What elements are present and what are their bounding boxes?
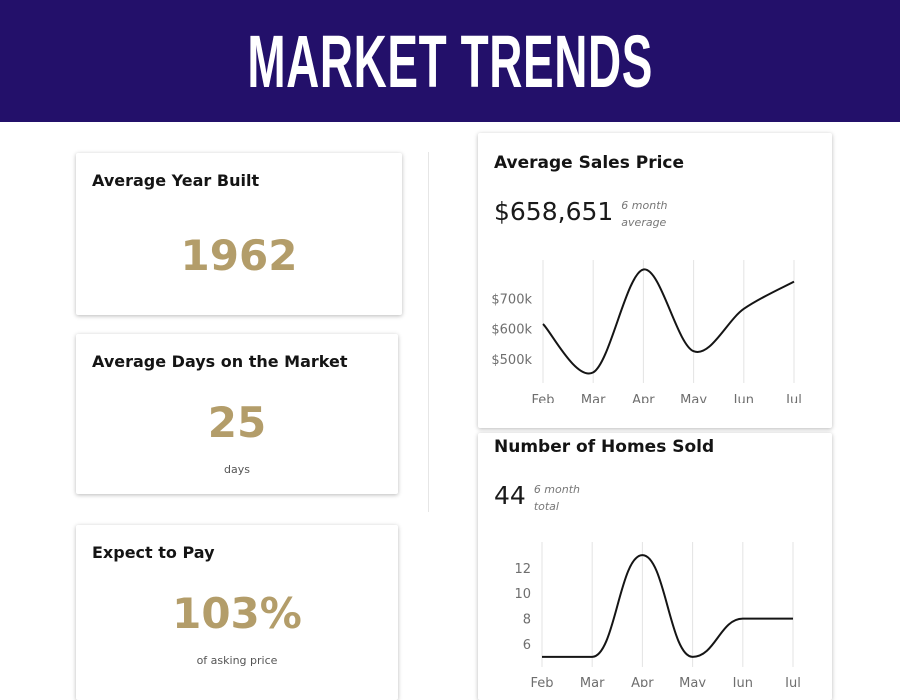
x-tick-label: Feb bbox=[531, 393, 554, 408]
homes-sold-card: Number of Homes Sold 44 6 month total 6 8… bbox=[478, 433, 832, 700]
x-tick-label: Mar bbox=[581, 393, 606, 408]
stat-value: 25 bbox=[207, 398, 267, 447]
sales-price-chart: $500k $600k $700k Feb Mar Apr May Jun Jul bbox=[491, 260, 802, 408]
x-tick-label: Feb bbox=[530, 676, 553, 691]
x-tick-label: Jun bbox=[732, 676, 753, 691]
x-tick-label: Mar bbox=[580, 676, 605, 691]
stat-card-days-on-market: Average Days on the Market 25 days bbox=[76, 334, 398, 494]
stat-title: Expect to Pay bbox=[92, 543, 215, 562]
summary-note-line-2: average bbox=[621, 216, 667, 229]
x-tick-label: Apr bbox=[631, 676, 654, 691]
x-tick-label: Apr bbox=[632, 393, 655, 408]
y-tick-label: $600k bbox=[491, 323, 532, 338]
y-tick-label: 8 bbox=[523, 613, 531, 628]
x-tick-label: May bbox=[679, 676, 706, 691]
sales-price-card: Average Sales Price $658,651 6 month ave… bbox=[478, 133, 832, 428]
y-tick-label: 12 bbox=[514, 562, 531, 577]
summary-note-line-2: total bbox=[533, 500, 559, 513]
stat-title: Average Year Built bbox=[92, 171, 260, 190]
chart-title: Number of Homes Sold bbox=[494, 437, 715, 457]
x-tick-label: Jul bbox=[784, 676, 801, 691]
y-tick-label: 10 bbox=[514, 587, 531, 602]
summary-note: 6 month average bbox=[621, 197, 667, 231]
y-tick-label: 6 bbox=[523, 638, 531, 653]
summary-value: $658,651 bbox=[494, 197, 614, 226]
x-tick-label: May bbox=[680, 393, 707, 408]
stat-value: 1962 bbox=[180, 231, 298, 280]
stat-unit: days bbox=[224, 463, 250, 476]
page-title: MARKET TRENDS bbox=[247, 19, 653, 103]
x-tick-label: Jun bbox=[733, 393, 754, 408]
stat-unit: of asking price bbox=[196, 654, 278, 667]
chart-summary: 44 6 month total bbox=[494, 481, 580, 515]
chart-title: Average Sales Price bbox=[494, 153, 685, 173]
stat-value: 103% bbox=[172, 589, 302, 638]
x-tick-label: Jul bbox=[785, 393, 802, 408]
stat-title: Average Days on the Market bbox=[92, 352, 348, 371]
series-line bbox=[542, 554, 793, 658]
summary-note-line-1: 6 month bbox=[533, 483, 581, 496]
stat-card-expect-to-pay: Expect to Pay 103% of asking price bbox=[76, 525, 398, 700]
series-line bbox=[542, 268, 795, 375]
summary-note-line-1: 6 month bbox=[621, 199, 668, 212]
column-divider bbox=[428, 152, 429, 512]
y-tick-label: $500k bbox=[491, 353, 532, 368]
y-tick-label: $700k bbox=[491, 292, 532, 307]
header-banner: MARKET TRENDS bbox=[0, 0, 900, 122]
summary-value: 44 bbox=[494, 481, 526, 510]
chart-summary: $658,651 6 month average bbox=[494, 197, 668, 231]
homes-sold-chart: 6 8 10 12 Feb Mar Apr May Jun Jul bbox=[514, 542, 801, 691]
stat-card-year-built: Average Year Built 1962 bbox=[76, 153, 402, 315]
summary-note: 6 month total bbox=[534, 481, 580, 515]
